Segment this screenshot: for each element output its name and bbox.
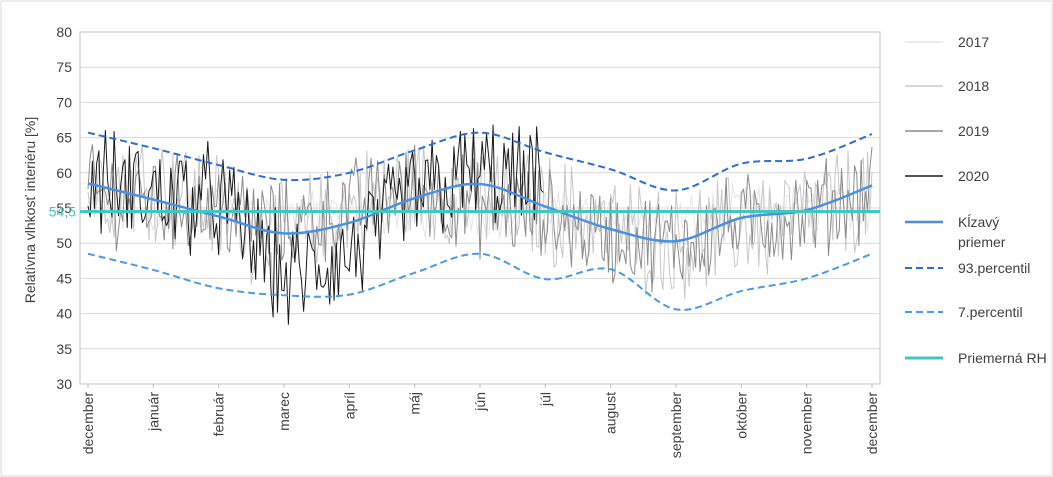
x-tick-label: november — [799, 392, 815, 455]
y-tick-label: 75 — [56, 59, 72, 75]
series-2018-line — [87, 133, 873, 300]
y-tick-label: 30 — [56, 376, 72, 392]
x-tick-label: december — [80, 392, 96, 455]
x-tick-label: júl — [537, 392, 553, 407]
y-axis-label: Relatívna vlhkosť interiéru [%] — [22, 117, 38, 304]
legend-label: 2019 — [958, 123, 989, 139]
y-tick-labels: 30 35 40 45 50 55 60 65 70 75 80 — [56, 24, 72, 392]
series-lines — [80, 124, 880, 325]
legend-label: Kĺzavý — [958, 213, 999, 230]
y-tick-label: 55 — [56, 200, 72, 216]
x-tick-label: máj — [407, 392, 423, 415]
series-p7-line — [87, 252, 873, 311]
y-tick-label: 80 — [56, 24, 72, 40]
series-moving-average-line — [87, 182, 873, 243]
y-tick-label: 60 — [56, 165, 72, 181]
x-tick-label: december — [864, 392, 880, 455]
legend-label: Priemerná RH — [958, 350, 1047, 366]
series-2019-line — [87, 144, 873, 293]
legend-label: 2017 — [958, 34, 989, 50]
x-tick-label: august — [603, 392, 619, 434]
y-tick-label: 45 — [56, 270, 72, 286]
y-tick-label: 50 — [56, 235, 72, 251]
y-tick-label: 40 — [56, 306, 72, 322]
x-tick-label: január — [145, 392, 161, 432]
y-tick-label: 65 — [56, 130, 72, 146]
x-tick-label: február — [211, 392, 227, 437]
y-tick-label: 35 — [56, 341, 72, 357]
legend-label: 2020 — [958, 168, 989, 184]
series-2020-line — [87, 124, 544, 325]
x-tick-label: marec — [276, 392, 292, 431]
average-value-label: 54,5 — [49, 204, 76, 220]
legend: 2017 2018 2019 2020 Kĺzavý priemer 93.percenti… — [905, 34, 1047, 366]
legend-label: 93.percentil — [958, 260, 1030, 276]
x-tick-label: jún — [472, 392, 488, 412]
x-tick-label: september — [668, 392, 684, 458]
legend-label: 7.percentil — [958, 304, 1023, 320]
x-tick-label: apríl — [341, 392, 357, 419]
legend-label: 2018 — [958, 78, 989, 94]
x-tick-label: október — [733, 392, 749, 439]
legend-label: priemer — [958, 234, 1006, 250]
x-tick-labels: december január február marec apríl máj jún júl… — [80, 384, 880, 458]
series-p93-line — [87, 131, 873, 192]
y-tick-label: 70 — [56, 94, 72, 110]
